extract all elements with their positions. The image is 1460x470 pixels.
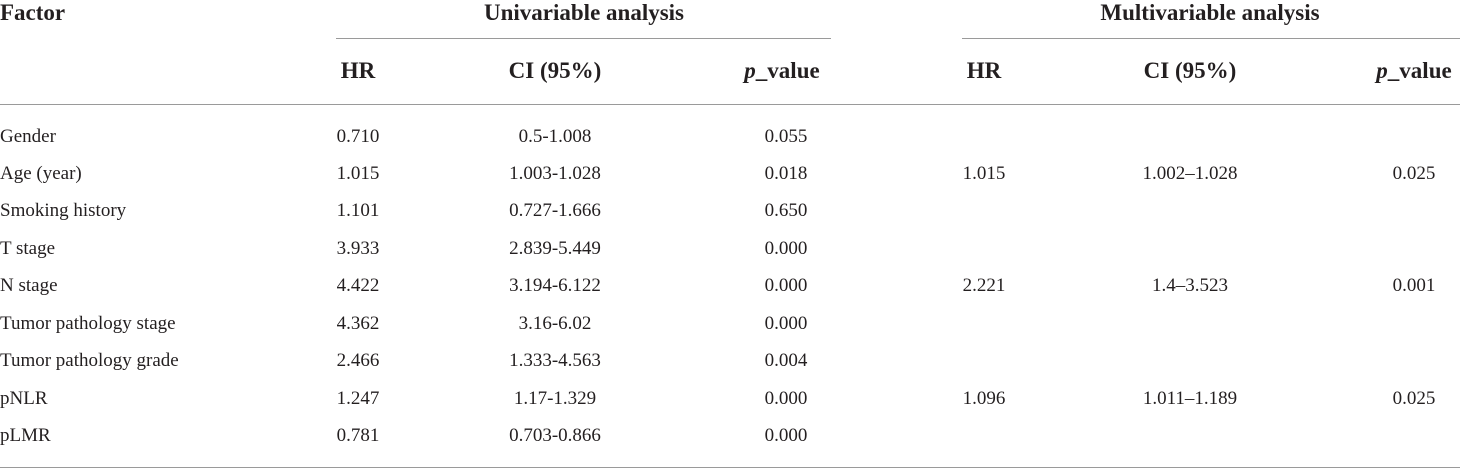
uni-p-cell: 0.650 (764, 200, 808, 221)
multi-ci-header: CI (95%) (1143, 58, 1237, 83)
factor-cell: Smoking history (0, 200, 127, 221)
uni-p-header: p_value (744, 58, 820, 83)
multi-hr-cell: 2.221 (962, 275, 1006, 296)
uni-hr-cell: 4.362 (336, 313, 380, 334)
uni-p-cell: 0.000 (764, 275, 808, 296)
uni-ci-header: CI (95%) (508, 58, 602, 83)
factor-header: Factor (0, 0, 66, 25)
factor-cell: pNLR (0, 388, 48, 409)
uni-hr-cell: 1.015 (336, 163, 380, 184)
factor-cell: N stage (0, 275, 58, 296)
uni-p-cell: 0.000 (764, 313, 808, 334)
factor-cell: T stage (0, 238, 56, 259)
multi-p-cell: 0.001 (1392, 275, 1436, 296)
multi-ci-cell: 1.011–1.189 (1142, 388, 1238, 409)
uni-p-cell: 0.000 (764, 238, 808, 259)
multivariable-header: Multivariable analysis (1100, 0, 1320, 25)
uni-ci-cell: 3.16-6.02 (518, 313, 592, 334)
factor-cell: Tumor pathology grade (0, 350, 179, 371)
multivariable-underline (962, 38, 1460, 39)
multi-p-header: p_value (1376, 58, 1452, 83)
uni-hr-cell: 0.710 (336, 126, 380, 147)
multi-hr-cell: 1.096 (962, 388, 1006, 409)
uni-ci-cell: 1.003-1.028 (509, 163, 601, 184)
uni-ci-cell: 0.727-1.666 (509, 200, 601, 221)
univariable-header: Univariable analysis (483, 0, 685, 25)
uni-hr-cell: 1.101 (336, 200, 380, 221)
uni-ci-cell: 0.5-1.008 (518, 126, 592, 147)
uni-hr-header: HR (340, 58, 376, 83)
header-rule (0, 104, 1460, 105)
uni-p-cell: 0.018 (764, 163, 808, 184)
multi-ci-cell: 1.4–3.523 (1152, 275, 1228, 296)
uni-p-cell: 0.004 (764, 350, 808, 371)
factor-cell: Gender (0, 126, 56, 147)
uni-p-cell: 0.055 (764, 126, 808, 147)
uni-ci-cell: 0.703-0.866 (509, 425, 601, 446)
uni-ci-cell: 3.194-6.122 (509, 275, 601, 296)
uni-hr-cell: 1.247 (336, 388, 380, 409)
uni-ci-cell: 1.17-1.329 (513, 388, 597, 409)
uni-hr-cell: 3.933 (336, 238, 380, 259)
multi-p-cell: 0.025 (1392, 388, 1436, 409)
bottom-rule (0, 467, 1460, 468)
multi-p-cell: 0.025 (1392, 163, 1436, 184)
uni-p-cell: 0.000 (764, 425, 808, 446)
uni-p-cell: 0.000 (764, 388, 808, 409)
uni-ci-cell: 1.333-4.563 (509, 350, 601, 371)
uni-hr-cell: 0.781 (336, 425, 380, 446)
factor-cell: Tumor pathology stage (0, 313, 176, 334)
multi-hr-cell: 1.015 (962, 163, 1006, 184)
multi-ci-cell: 1.002–1.028 (1142, 163, 1238, 184)
uni-hr-cell: 2.466 (336, 350, 380, 371)
uni-hr-cell: 4.422 (336, 275, 380, 296)
univariable-underline (336, 38, 831, 39)
multi-hr-header: HR (966, 58, 1002, 83)
uni-ci-cell: 2.839-5.449 (509, 238, 601, 259)
factor-cell: Age (year) (0, 163, 82, 184)
factor-cell: pLMR (0, 425, 51, 446)
